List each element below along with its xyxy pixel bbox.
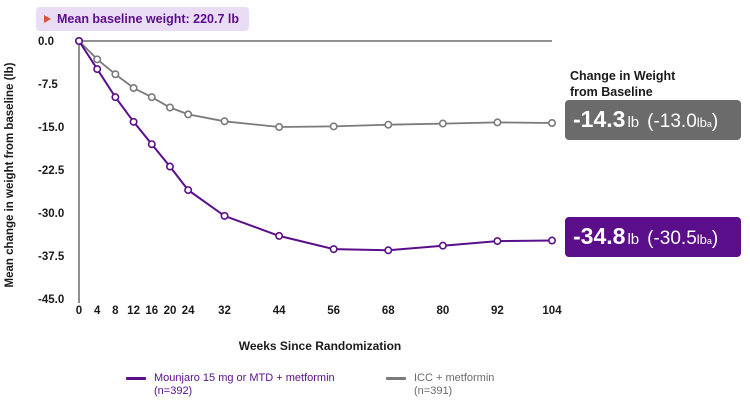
icc-alt-value: (-13.0: [647, 111, 697, 132]
mounjaro-data-point: [147, 140, 156, 149]
mounjaro-data-point: [111, 93, 120, 102]
y-tick-label: -7.5: [38, 79, 58, 91]
x-tick-label: 92: [491, 305, 504, 317]
icc-data-point: [147, 93, 156, 102]
legend-mounjaro-label: Mounjaro 15 mg or MTD + metformin: [154, 372, 335, 384]
icc-data-point: [493, 118, 502, 127]
mounjaro-data-point: [493, 237, 502, 246]
icc-result-unit: lb: [627, 114, 640, 131]
x-tick-label: 12: [127, 305, 140, 317]
legend-mounjaro: Mounjaro 15 mg or MTD + metformin (n=392…: [126, 372, 335, 398]
x-tick-label: 56: [327, 305, 340, 317]
icc-data-point: [275, 123, 284, 132]
change-title-line-1: Change in Weight: [570, 69, 676, 83]
x-tick-label: 20: [164, 305, 177, 317]
mounjaro-data-point: [75, 36, 84, 45]
legend-icc-swatch: [386, 377, 406, 380]
icc-data-point: [438, 119, 447, 128]
x-tick-label: 68: [382, 305, 395, 317]
x-axis-title: Weeks Since Randomization: [239, 339, 402, 353]
mounjaro-data-point: [547, 236, 556, 245]
icc-data-point: [220, 117, 229, 126]
mounjaro-result-unit: lb: [627, 231, 640, 248]
icc-alt-close: ): [711, 111, 719, 132]
x-tick-label: 80: [436, 305, 449, 317]
play-triangle-icon: [44, 15, 51, 23]
mounjaro-result-value: -34.8: [573, 223, 626, 249]
icc-result-value: -14.3: [573, 106, 626, 132]
mounjaro-alt-unit: lb: [696, 232, 707, 247]
legend-icc-label: ICC + metformin: [414, 372, 495, 384]
x-tick-label: 104: [542, 305, 562, 317]
icc-alt-unit: lb: [696, 115, 707, 130]
icc-data-point: [329, 122, 338, 131]
x-tick-label: 4: [94, 305, 101, 317]
icc-data-point: [547, 118, 556, 127]
y-tick-label: -22.5: [38, 165, 65, 177]
mounjaro-data-point: [184, 186, 193, 195]
legend-icc-n: (n=391): [414, 385, 453, 397]
icc-result-callout: -14.3 lb (-13.0 lb a ): [565, 100, 741, 140]
y-tick-label: -37.5: [38, 251, 65, 263]
x-tick-label: 24: [182, 305, 195, 317]
icc-data-point: [111, 70, 120, 79]
x-tick-label: 8: [112, 305, 119, 317]
mounjaro-data-point: [93, 65, 102, 74]
x-tick-label: 44: [273, 305, 286, 317]
mounjaro-series-line: [78, 40, 553, 252]
x-tick-label: 32: [218, 305, 231, 317]
y-tick-label: -15.0: [38, 122, 64, 134]
icc-data-point: [129, 84, 138, 93]
mounjaro-alt-close: ): [711, 228, 719, 249]
legend-icc: ICC + metformin (n=391): [386, 372, 494, 398]
mounjaro-data-point: [438, 241, 447, 250]
mounjaro-data-point: [129, 117, 138, 126]
mounjaro-alt-value: (-30.5: [647, 228, 697, 249]
y-axis-title: Mean change in weight from baseline (lb): [4, 62, 16, 287]
y-tick-label: 0.0: [38, 36, 54, 48]
mounjaro-data-point: [384, 246, 393, 255]
icc-data-point: [384, 120, 393, 129]
y-tick-label: -45.0: [38, 294, 64, 306]
legend-mounjaro-swatch: [126, 377, 146, 380]
icc-data-point: [165, 103, 174, 112]
icc-series-line: [78, 40, 553, 128]
mounjaro-alt-footnote: a: [706, 236, 712, 246]
change-title-line-2: from Baseline: [570, 85, 653, 99]
icc-data-point: [93, 55, 102, 64]
mounjaro-data-point: [275, 231, 284, 240]
icc-alt-footnote: a: [706, 119, 712, 129]
legend-mounjaro-n: (n=392): [154, 385, 193, 397]
mounjaro-result-callout: -34.8 lb (-30.5 lb a ): [565, 217, 741, 257]
mounjaro-data-point: [329, 245, 338, 254]
baseline-weight-badge: Mean baseline weight: 220.7 lb: [36, 7, 250, 31]
mounjaro-data-point: [220, 211, 229, 220]
x-tick-label: 16: [145, 305, 158, 317]
x-tick-label: 0: [76, 305, 82, 317]
y-tick-label: -30.0: [38, 208, 64, 220]
change-in-weight-title: Change in Weight from Baseline: [570, 68, 740, 100]
icc-data-point: [184, 110, 193, 119]
baseline-weight-text: Mean baseline weight: 220.7 lb: [57, 12, 240, 26]
mounjaro-data-point: [165, 162, 174, 171]
